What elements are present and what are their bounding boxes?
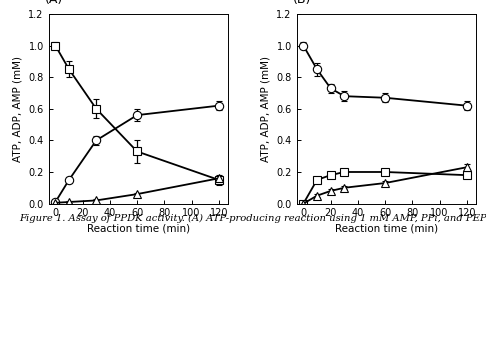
Y-axis label: ATP, ADP, AMP (mM): ATP, ADP, AMP (mM)	[261, 56, 271, 162]
Text: (A): (A)	[45, 0, 63, 6]
Text: Figure 1. Assay of PPDK activity. (A) ATP-producing reaction using 1 mM AMP, PPi: Figure 1. Assay of PPDK activity. (A) AT…	[19, 214, 486, 223]
X-axis label: Reaction time (min): Reaction time (min)	[87, 224, 190, 234]
X-axis label: Reaction time (min): Reaction time (min)	[335, 224, 438, 234]
Text: (B): (B)	[293, 0, 312, 6]
Y-axis label: ATP, ADP, AMP (mM): ATP, ADP, AMP (mM)	[13, 56, 23, 162]
